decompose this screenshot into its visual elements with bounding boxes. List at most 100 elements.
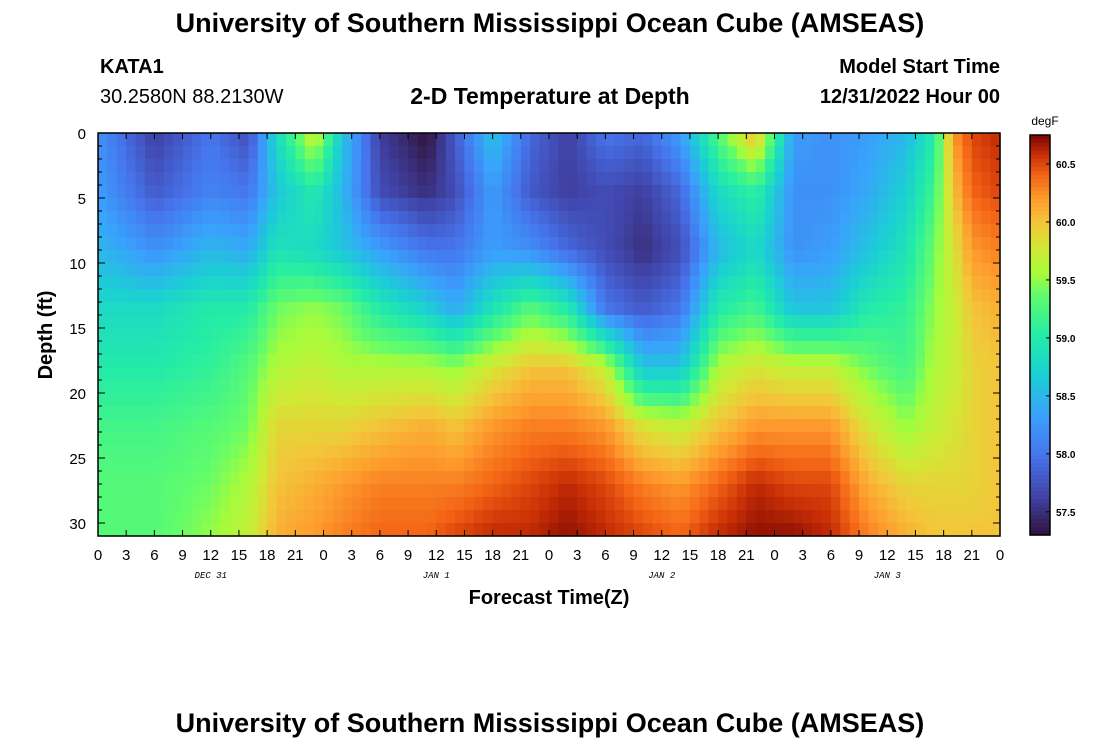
heatmap-cell: [624, 471, 635, 485]
heatmap-cell: [116, 146, 127, 160]
heatmap-cell: [586, 523, 597, 537]
heatmap-cell: [98, 367, 108, 381]
colorbar-segment: [1030, 235, 1050, 240]
heatmap-cell: [783, 380, 794, 394]
heatmap-cell: [830, 406, 841, 420]
heatmap-cell: [483, 432, 494, 446]
heatmap-cell: [144, 224, 155, 238]
heatmap-cell: [426, 237, 437, 251]
heatmap-cell: [473, 198, 484, 212]
heatmap-cell: [680, 380, 691, 394]
heatmap-cell: [98, 523, 108, 537]
heatmap-cell: [736, 406, 747, 420]
heatmap-cell: [699, 328, 710, 342]
heatmap-cell: [906, 159, 917, 173]
heatmap-cell: [408, 237, 419, 251]
heatmap-cell: [652, 237, 663, 251]
heatmap-cell: [163, 354, 174, 368]
heatmap-cell: [642, 458, 653, 472]
heatmap-cell: [774, 419, 785, 433]
colorbar-segment: [1030, 479, 1050, 484]
heatmap-cell: [323, 315, 334, 329]
heatmap-cell: [389, 172, 400, 186]
heatmap-cell: [614, 510, 625, 524]
heatmap-cell: [821, 354, 832, 368]
heatmap-cell: [558, 380, 569, 394]
heatmap-cell: [332, 224, 343, 238]
heatmap-cell: [567, 432, 578, 446]
heatmap-cell: [332, 458, 343, 472]
heatmap-cell: [295, 263, 306, 277]
heatmap-cell: [549, 510, 559, 524]
heatmap-cell: [859, 133, 870, 147]
heatmap-cell: [191, 159, 202, 173]
heatmap-cell: [304, 497, 315, 511]
heatmap-cell: [314, 198, 325, 212]
heatmap-cell: [191, 380, 202, 394]
heatmap-cell: [370, 224, 381, 238]
heatmap-cell: [830, 159, 841, 173]
heatmap-cell: [276, 302, 287, 316]
heatmap-cell: [765, 276, 776, 290]
heatmap-cell: [774, 341, 785, 355]
heatmap-cell: [285, 510, 296, 524]
heatmap-cell: [107, 484, 118, 498]
heatmap-cell: [840, 380, 851, 394]
heatmap-cell: [849, 445, 860, 459]
heatmap-cell: [511, 445, 522, 459]
heatmap-cell: [182, 159, 193, 173]
heatmap-cell: [135, 302, 146, 316]
heatmap-cell: [727, 510, 738, 524]
heatmap-cell: [642, 380, 653, 394]
heatmap-cell: [116, 406, 127, 420]
heatmap-cell: [624, 289, 635, 303]
heatmap-cell: [229, 432, 240, 446]
heatmap-cell: [699, 172, 710, 186]
heatmap-cell: [661, 380, 672, 394]
heatmap-cell: [455, 315, 466, 329]
heatmap-cell: [539, 419, 550, 433]
heatmap-cell: [934, 198, 945, 212]
heatmap-cell: [201, 237, 212, 251]
heatmap-cell: [567, 484, 578, 498]
heatmap-cell: [652, 445, 663, 459]
heatmap-cell: [896, 289, 907, 303]
heatmap-cell: [257, 523, 268, 537]
heatmap-cell: [408, 393, 419, 407]
heatmap-cell: [943, 133, 954, 147]
heatmap-cell: [821, 393, 832, 407]
heatmap-cell: [605, 263, 616, 277]
heatmap-cell: [990, 289, 1001, 303]
heatmap-cell: [210, 250, 221, 264]
heatmap-cell: [276, 185, 287, 199]
heatmap-cell: [812, 432, 823, 446]
heatmap-cell: [915, 315, 926, 329]
x-tick-label: 12: [428, 547, 445, 564]
heatmap-cell: [642, 367, 653, 381]
heatmap-cell: [220, 484, 231, 498]
heatmap-cell: [765, 159, 776, 173]
heatmap-cell: [361, 341, 372, 355]
heatmap-cell: [783, 159, 794, 173]
heatmap-cell: [577, 198, 588, 212]
y-tick-label: 30: [69, 516, 86, 533]
heatmap-cell: [793, 393, 804, 407]
heatmap-cell: [708, 289, 719, 303]
heatmap-cell: [699, 445, 710, 459]
heatmap-cell: [314, 224, 325, 238]
heatmap-cell: [671, 367, 682, 381]
heatmap-cell: [126, 133, 137, 147]
heatmap-cell: [830, 458, 841, 472]
heatmap-cell: [267, 250, 278, 264]
heatmap-cell: [962, 458, 973, 472]
heatmap-cell: [267, 237, 278, 251]
colorbar-tick-label: 58.0: [1056, 450, 1076, 461]
heatmap-cell: [605, 523, 616, 537]
heatmap-cell: [680, 276, 691, 290]
heatmap-cell: [389, 224, 400, 238]
heatmap-cell: [398, 458, 409, 472]
heatmap-cell: [699, 393, 710, 407]
heatmap-cell: [492, 302, 503, 316]
colorbar-segment: [1030, 527, 1050, 532]
heatmap-cell: [595, 172, 606, 186]
